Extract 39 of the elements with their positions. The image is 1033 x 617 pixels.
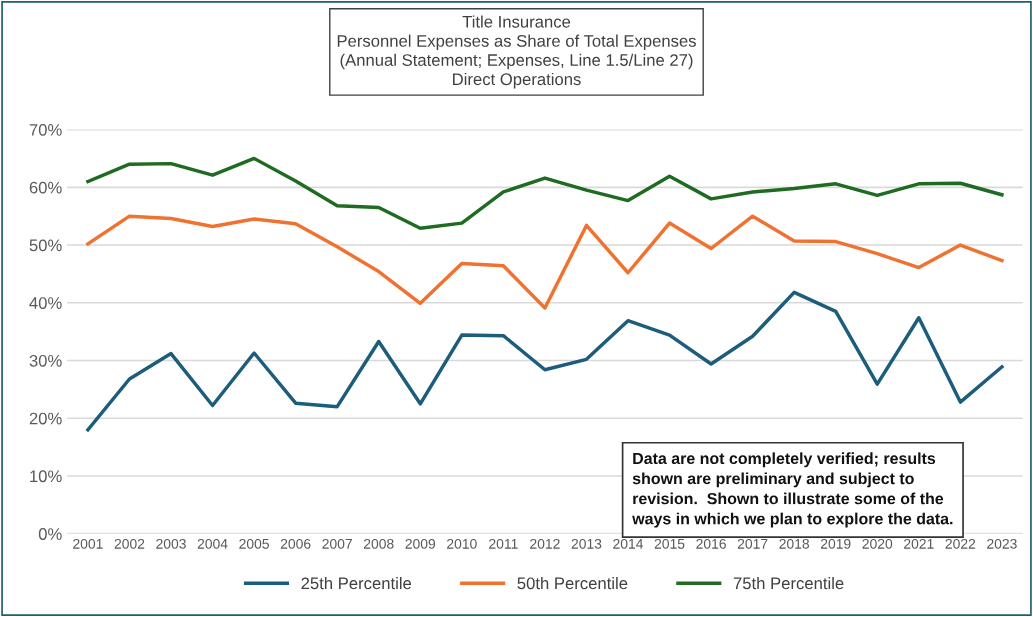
x-tick-label: 2013 bbox=[571, 538, 602, 549]
legend-label: 75th Percentile bbox=[733, 576, 844, 590]
y-tick-label: 0% bbox=[38, 528, 62, 540]
x-tick-label: 2022 bbox=[945, 538, 976, 549]
x-tick-label: 2005 bbox=[239, 538, 269, 549]
y-tick-label: 50% bbox=[29, 239, 62, 252]
x-tick-label: 2017 bbox=[737, 538, 768, 549]
x-tick-label: 2008 bbox=[363, 538, 394, 549]
x-tick-label: 2018 bbox=[779, 538, 810, 549]
y-tick-label: 10% bbox=[30, 470, 62, 483]
x-tick-label: 2012 bbox=[530, 538, 560, 549]
x-tick-label: 2015 bbox=[654, 538, 685, 549]
x-tick-label: 2004 bbox=[197, 538, 228, 549]
legend-label: 25th Percentile bbox=[301, 576, 412, 590]
x-tick-label: 2014 bbox=[613, 538, 644, 549]
line-series bbox=[86, 156, 1004, 231]
x-tick-label: 2020 bbox=[862, 538, 893, 549]
x-tick-label: 2006 bbox=[280, 538, 311, 549]
legend-label: 50th Percentile bbox=[517, 576, 628, 590]
y-tick-label: 30% bbox=[29, 354, 62, 367]
x-tick-label: 2011 bbox=[489, 538, 518, 549]
line-series bbox=[86, 290, 1004, 432]
x-tick-label: 2019 bbox=[820, 538, 851, 549]
x-tick-label: 2007 bbox=[322, 538, 352, 549]
x-tick-label: 2001 bbox=[73, 538, 103, 549]
x-tick-label: 2003 bbox=[156, 538, 186, 549]
line-series bbox=[86, 214, 1004, 310]
x-tick-label: 2023 bbox=[987, 538, 1017, 549]
y-tick-label: 70% bbox=[29, 123, 62, 136]
y-tick-label: 40% bbox=[29, 297, 62, 309]
y-tick-label: 60% bbox=[29, 181, 62, 194]
x-tick-label: 2021 bbox=[904, 538, 934, 549]
x-tick-label: 2002 bbox=[114, 538, 145, 549]
x-tick-label: 2016 bbox=[696, 538, 726, 549]
x-tick-label: 2010 bbox=[447, 538, 477, 549]
annotation: Data are not completely verified; results shown are preliminary and subject to revision. Shown to illustrate some of the ways in which we plan to explore the data. bbox=[632, 452, 953, 528]
x-tick-label: 2009 bbox=[405, 538, 436, 549]
y-tick-label: 20% bbox=[29, 412, 62, 425]
chart-title: Title Insurance Personnel Expenses as Share of Total Expenses (Annual Statement; Expenses, Line 1.5/Line 27) Direct Operations bbox=[337, 15, 696, 89]
